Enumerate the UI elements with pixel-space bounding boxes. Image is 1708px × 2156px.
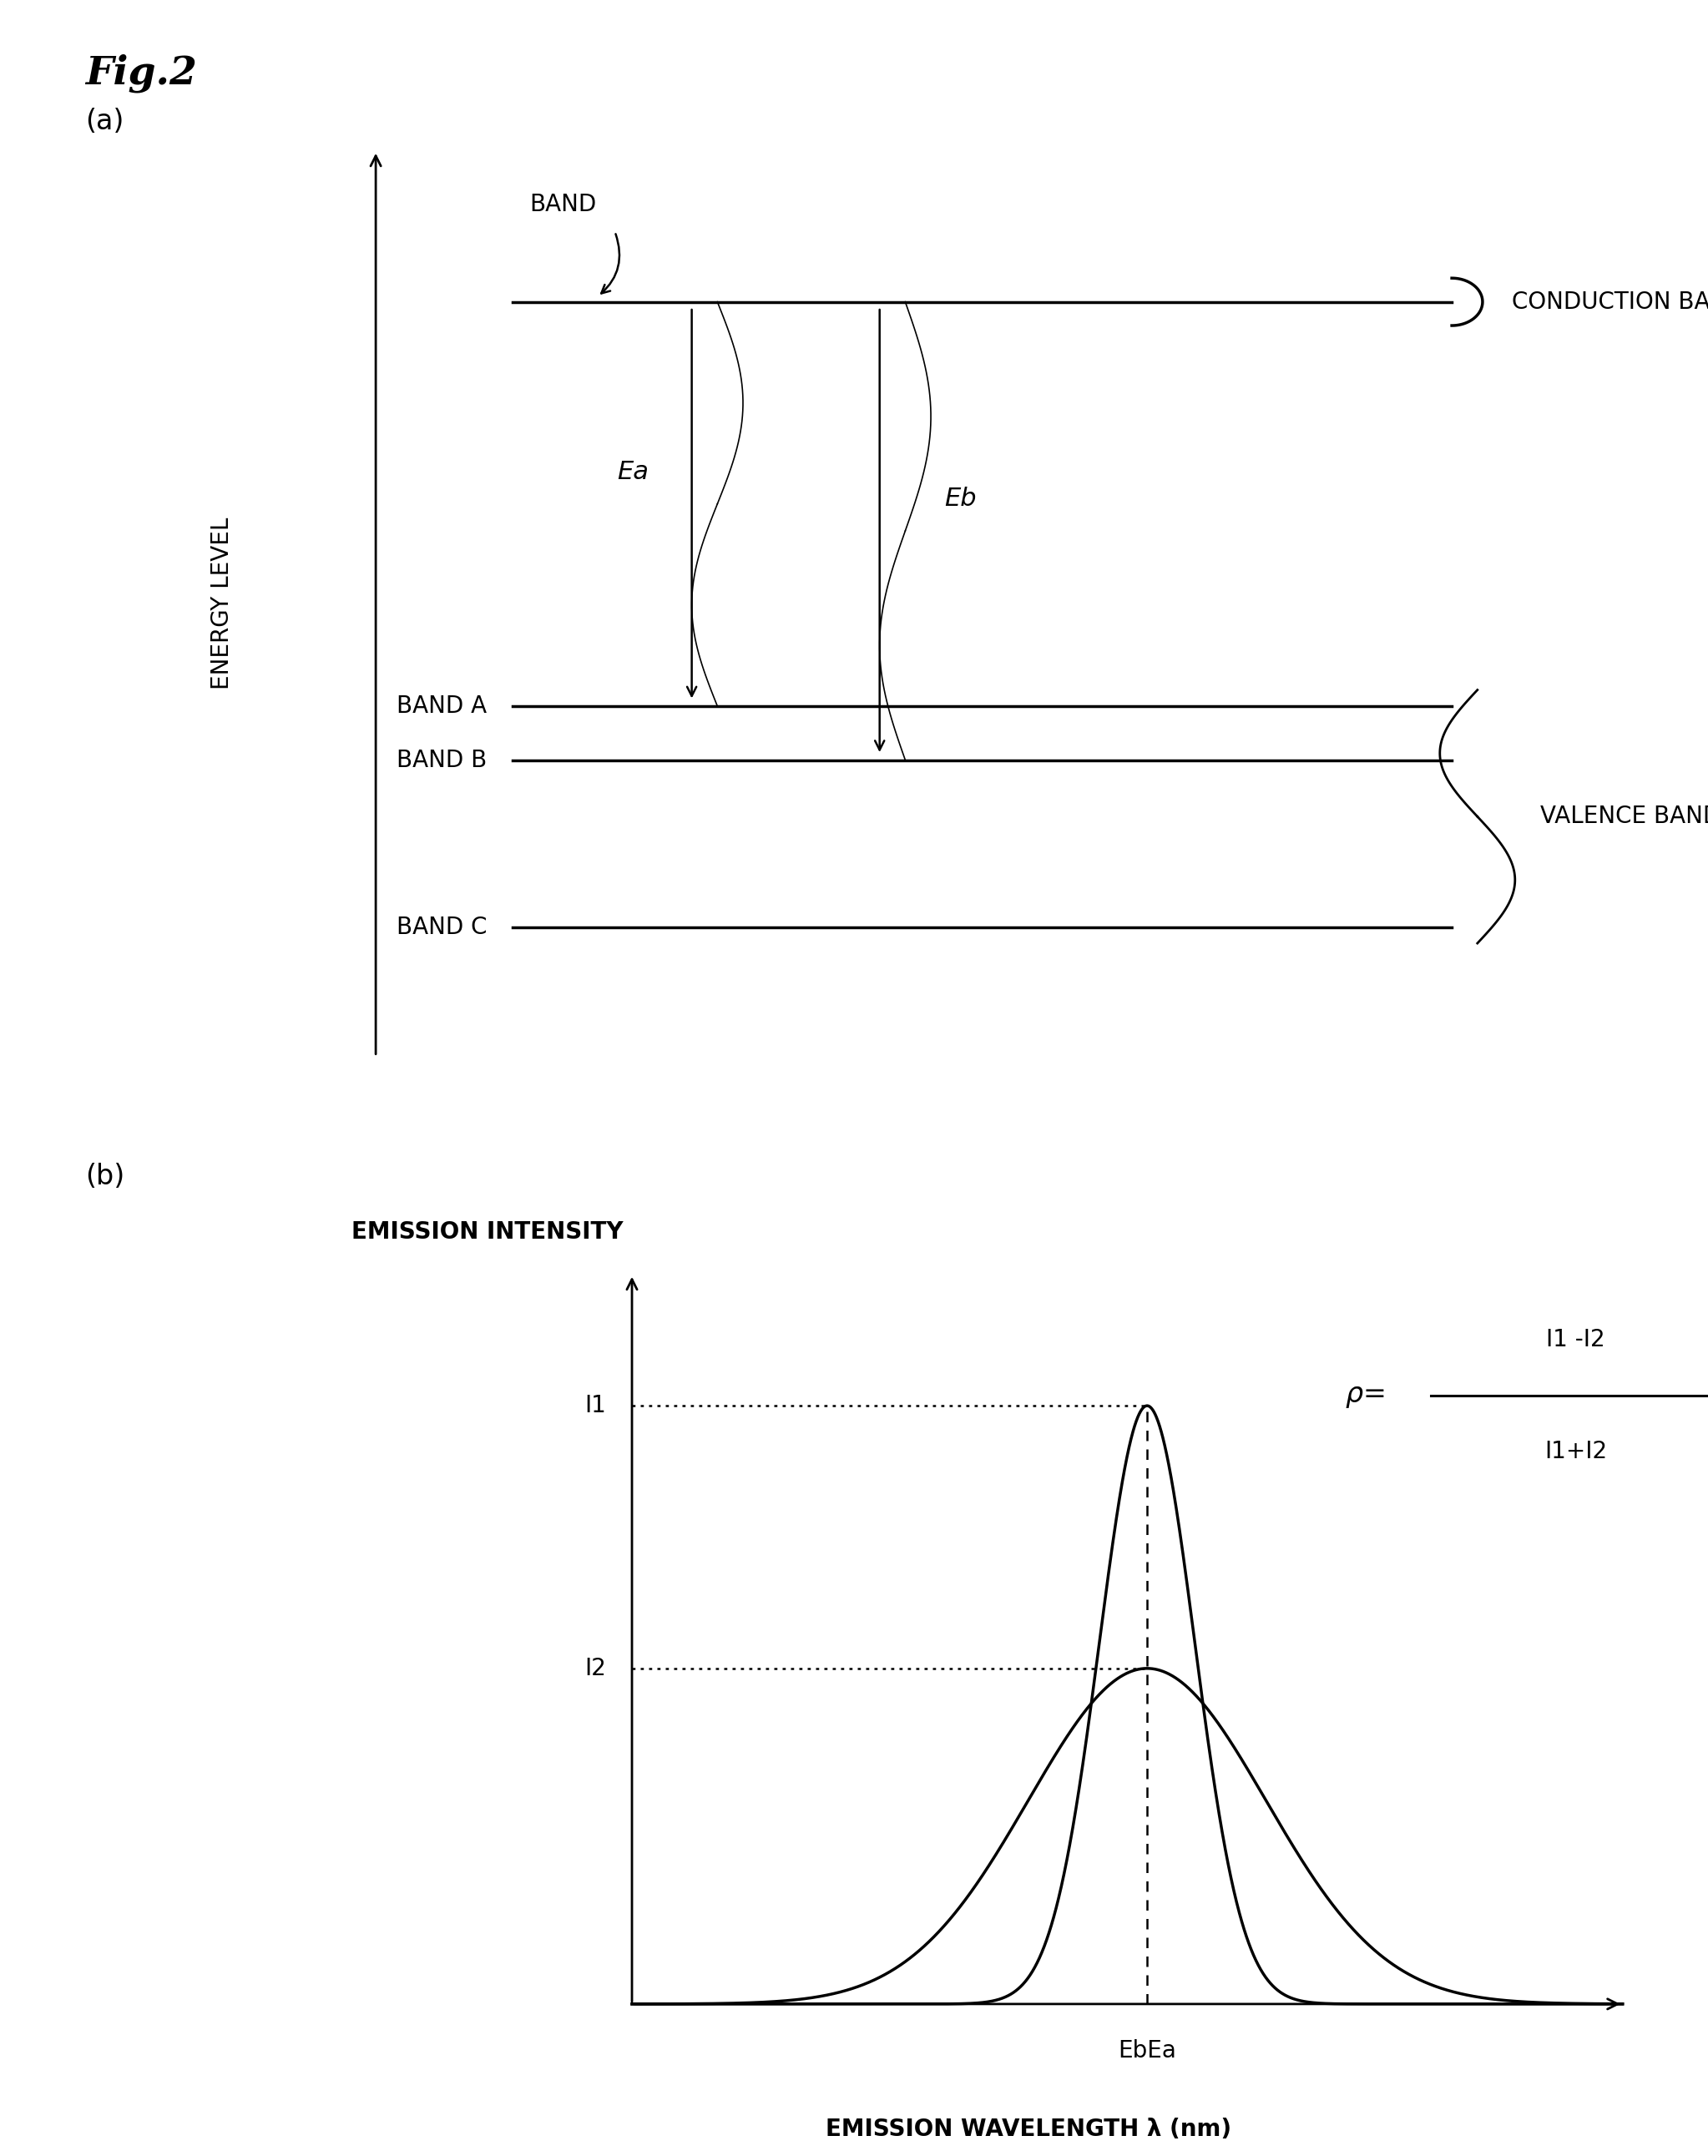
Text: (b): (b) [85,1162,125,1190]
Text: I1 -I2: I1 -I2 [1546,1328,1606,1352]
Text: BAND: BAND [529,194,596,216]
Text: VALENCE BANDS: VALENCE BANDS [1541,804,1708,828]
Text: CONDUCTION BAND: CONDUCTION BAND [1512,291,1708,313]
Text: BAND C: BAND C [396,916,487,938]
Text: BAND A: BAND A [396,694,487,718]
Text: EbEa: EbEa [1119,2040,1177,2063]
Text: I2: I2 [584,1656,606,1680]
Text: I1+I2: I1+I2 [1544,1440,1607,1464]
Text: $\rho$=: $\rho$= [1346,1382,1385,1410]
Text: EMISSION WAVELENGTH λ (nm): EMISSION WAVELENGTH λ (nm) [825,2117,1231,2141]
Text: Eb: Eb [945,487,977,511]
Text: (a): (a) [85,108,125,136]
Text: BAND B: BAND B [396,748,487,772]
Text: ENERGY LEVEL: ENERGY LEVEL [210,517,234,690]
Text: Ea: Ea [617,459,649,483]
Text: I1: I1 [584,1395,606,1416]
Text: EMISSION INTENSITY: EMISSION INTENSITY [352,1220,623,1244]
Text: Fig.2: Fig.2 [85,54,196,93]
